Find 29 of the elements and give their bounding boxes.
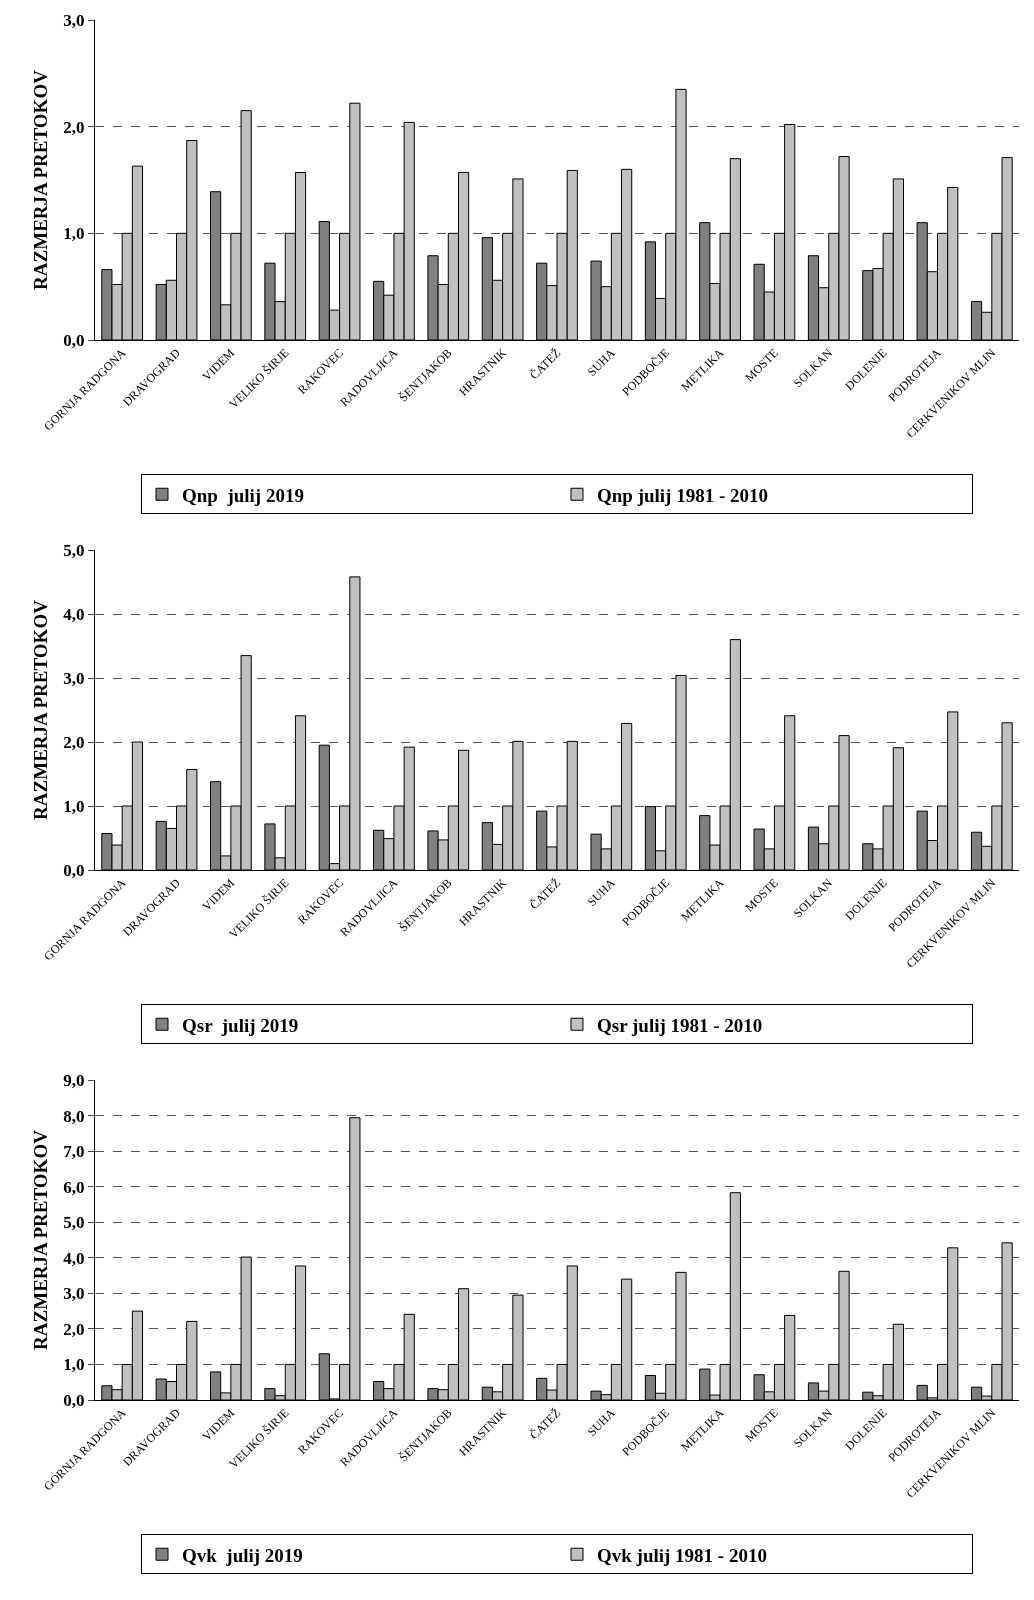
y-axis-title: RAZMERJA PRETOKOV: [30, 1129, 51, 1350]
legend-label: Qnp julij 1981 - 2010: [597, 484, 769, 506]
y-tick-label: 4,0: [63, 604, 85, 624]
y-tick-label: 3,0: [63, 1284, 85, 1304]
y-tick-label: 7,0: [63, 1142, 85, 1162]
y-tick-label: 4,0: [63, 1248, 85, 1268]
y-tick-label: 8,0: [63, 1106, 85, 1126]
y-tick-label: 1,0: [63, 796, 85, 816]
legend-label: Qvk julij 1981 - 2010: [597, 1544, 767, 1566]
y-axis-title: RAZMERJA PRETOKOV: [30, 69, 51, 290]
y-tick-label: 3,0: [63, 10, 85, 30]
y-tick-label: 2,0: [63, 117, 85, 137]
legend-label: Qsr julij 2019: [182, 1014, 299, 1036]
y-tick-label: 6,0: [63, 1177, 85, 1197]
y-tick-label: 3,0: [63, 668, 85, 688]
y-tick-label: 5,0: [63, 540, 85, 560]
y-tick-label: 0,0: [63, 860, 85, 880]
y-axis-title: RAZMERJA PRETOKOV: [30, 599, 51, 820]
legend-label: Qsr julij 1981 - 2010: [597, 1014, 763, 1036]
y-tick-label: 0,0: [63, 330, 85, 350]
y-tick-label: 0,0: [63, 1390, 85, 1410]
y-tick-label: 9,0: [63, 1070, 85, 1090]
legend-label: Qnp julij 2019: [182, 484, 304, 506]
y-tick-label: 1,0: [63, 1355, 85, 1375]
y-tick-label: 1,0: [63, 224, 85, 244]
y-tick-label: 2,0: [63, 1319, 85, 1339]
legend-label: Qvk julij 2019: [182, 1544, 303, 1566]
y-tick-label: 5,0: [63, 1213, 85, 1233]
y-tick-label: 2,0: [63, 732, 85, 752]
